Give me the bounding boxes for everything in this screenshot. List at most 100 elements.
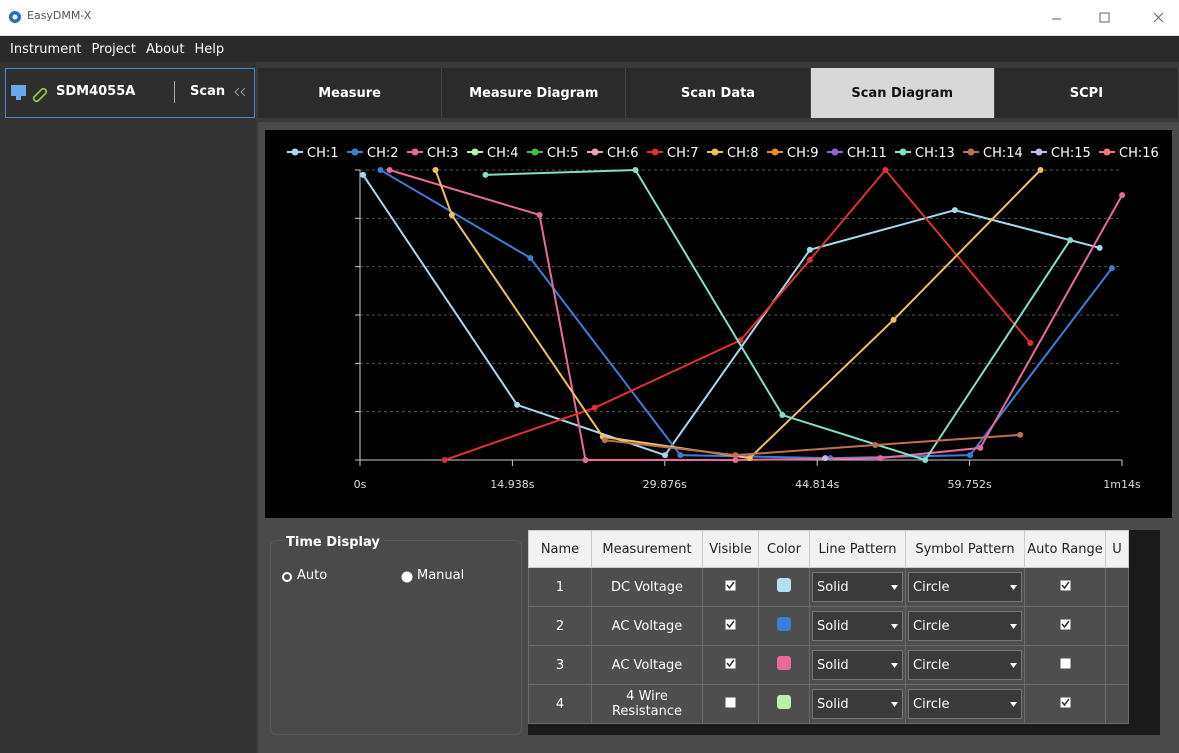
menu-item[interactable]: Instrument xyxy=(10,41,82,57)
collapse-icon[interactable] xyxy=(234,87,248,99)
cell-color xyxy=(758,606,810,646)
legend-marker xyxy=(531,148,539,156)
data-point xyxy=(1067,237,1074,244)
checkbox[interactable] xyxy=(1060,658,1071,669)
cell-color xyxy=(758,645,810,685)
data-point xyxy=(527,254,534,261)
legend-label: CH:8 xyxy=(727,146,759,161)
data-point xyxy=(360,171,367,178)
cell-color xyxy=(758,567,810,607)
radio-button[interactable] xyxy=(281,571,293,583)
checkbox[interactable] xyxy=(1060,580,1071,591)
radio-label[interactable]: Auto xyxy=(297,568,328,583)
dropdown[interactable]: Circle xyxy=(908,611,1022,641)
dropdown-arrow xyxy=(1010,584,1017,590)
legend-label: CH:11 xyxy=(847,146,887,161)
checkmark xyxy=(726,581,735,589)
tab[interactable]: Scan Diagram xyxy=(810,68,995,118)
color-swatch[interactable] xyxy=(777,656,791,670)
dropdown[interactable]: Circle xyxy=(908,650,1022,680)
cell-visible xyxy=(702,567,759,607)
legend-marker xyxy=(591,148,599,156)
cell-extra xyxy=(1105,684,1129,724)
tab[interactable]: SCPI xyxy=(994,68,1179,118)
table-row[interactable]: 2 AC Voltage Solid Circle xyxy=(528,606,1129,646)
cell-visible xyxy=(702,606,759,646)
legend-label: CH:2 xyxy=(367,146,399,161)
checkbox[interactable] xyxy=(725,619,736,630)
legend-label: CH:9 xyxy=(787,146,819,161)
cell-extra xyxy=(1105,606,1129,646)
dropdown-value: Circle xyxy=(913,657,950,673)
left-panel xyxy=(0,62,256,753)
cell-line-pattern: Solid xyxy=(809,606,906,646)
cell-color xyxy=(758,684,810,724)
legend-marker xyxy=(1035,148,1043,156)
data-point xyxy=(632,167,639,173)
dropdown[interactable]: Solid xyxy=(812,572,903,602)
table-row[interactable]: 1 DC Voltage Solid Circle xyxy=(528,567,1129,607)
checkbox-box xyxy=(725,697,736,707)
tab[interactable]: Measure Diagram xyxy=(442,68,627,118)
x-tick-label: 1m14s xyxy=(1103,478,1141,491)
dropdown-value: Circle xyxy=(913,696,950,712)
data-point xyxy=(977,444,984,451)
column-header: Name xyxy=(528,530,592,568)
device-panel[interactable]: SDM4055A Scan xyxy=(5,68,255,118)
cell-measurement: 4 Wire Resistance xyxy=(591,684,703,724)
checkbox[interactable] xyxy=(1060,619,1071,630)
data-point xyxy=(386,167,393,173)
radio-label[interactable]: Manual xyxy=(417,568,465,583)
chart: 0s 14.938s 29.876s 44.814s 59.752s 1m14s CH:1 C… xyxy=(265,130,1172,518)
dropdown[interactable]: Solid xyxy=(812,611,903,641)
menu-item[interactable]: Help xyxy=(194,41,225,57)
cell-extra xyxy=(1105,645,1129,685)
data-point xyxy=(377,167,384,173)
data-point xyxy=(432,167,439,173)
legend-marker xyxy=(831,148,839,156)
radio-circle xyxy=(401,571,413,583)
series-line xyxy=(444,168,1032,461)
tab[interactable]: Measure xyxy=(258,68,443,118)
color-swatch[interactable] xyxy=(777,695,791,709)
color-swatch[interactable] xyxy=(777,578,791,592)
color-swatch[interactable] xyxy=(777,617,791,631)
data-point xyxy=(806,256,813,263)
dropdown[interactable]: Solid xyxy=(812,689,903,719)
dropdown-value: Solid xyxy=(817,579,849,595)
arrow xyxy=(891,584,898,590)
legend-marker xyxy=(291,148,299,156)
window-controls[interactable] xyxy=(1050,10,1170,26)
dropdown[interactable]: Circle xyxy=(908,572,1022,602)
arrow xyxy=(1010,584,1017,590)
checkbox[interactable] xyxy=(725,658,736,669)
table-row[interactable]: 3 AC Voltage Solid Circle xyxy=(528,645,1129,685)
cell-name: 1 xyxy=(528,567,592,607)
data-point xyxy=(779,412,786,419)
menu-bar: Instrument Project About Help xyxy=(0,36,1179,62)
dropdown-value: Solid xyxy=(817,618,849,634)
dropdown-arrow xyxy=(891,584,898,590)
tab[interactable]: Scan Data xyxy=(626,68,811,118)
column-header: Symbol Pattern xyxy=(905,530,1025,568)
legend-label: CH:7 xyxy=(667,146,699,161)
checkbox[interactable] xyxy=(725,697,736,708)
column-header: Auto Range xyxy=(1024,530,1106,568)
checkbox[interactable] xyxy=(1060,697,1071,708)
menu-item[interactable]: About xyxy=(146,41,185,57)
x-tick-label: 0s xyxy=(354,478,367,491)
x-tick-label: 14.938s xyxy=(490,478,534,491)
radio-button[interactable] xyxy=(401,571,413,583)
x-tick-label: 44.814s xyxy=(795,478,839,491)
dropdown[interactable]: Circle xyxy=(908,689,1022,719)
menu-item[interactable]: Project xyxy=(91,41,137,57)
device-mode[interactable]: Scan xyxy=(190,84,226,99)
legend-marker xyxy=(351,148,359,156)
checkbox[interactable] xyxy=(725,580,736,591)
dropdown-arrow xyxy=(1010,662,1017,668)
legend-marker xyxy=(651,148,659,156)
dropdown[interactable]: Solid xyxy=(812,650,903,680)
legend-label: CH:3 xyxy=(427,146,459,161)
cell-measurement: AC Voltage xyxy=(591,606,703,646)
